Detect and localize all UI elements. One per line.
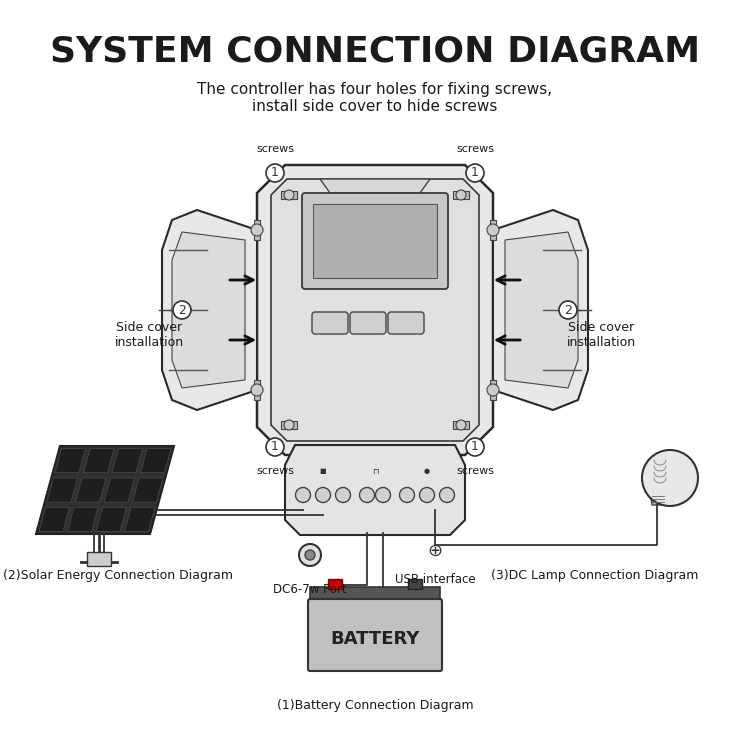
Circle shape	[299, 544, 321, 566]
Bar	[453, 421, 469, 429]
Circle shape	[376, 488, 391, 502]
Circle shape	[440, 488, 454, 502]
FancyBboxPatch shape	[302, 193, 448, 289]
Circle shape	[316, 488, 331, 502]
Polygon shape	[83, 448, 114, 472]
Circle shape	[251, 224, 263, 236]
Polygon shape	[124, 507, 155, 531]
Polygon shape	[650, 493, 664, 505]
FancyBboxPatch shape	[312, 312, 348, 334]
Circle shape	[642, 450, 698, 506]
Polygon shape	[320, 179, 430, 193]
Circle shape	[400, 488, 415, 502]
Text: 1: 1	[271, 166, 279, 179]
Circle shape	[359, 488, 374, 502]
Bar	[408, 579, 422, 589]
Bar	[313, 204, 437, 278]
Text: ●: ●	[424, 468, 430, 474]
Bar	[281, 421, 297, 429]
Polygon shape	[96, 507, 127, 531]
Polygon shape	[493, 210, 588, 410]
Polygon shape	[76, 478, 106, 502]
Circle shape	[266, 438, 284, 456]
Circle shape	[456, 420, 466, 430]
Circle shape	[487, 384, 499, 396]
Circle shape	[487, 224, 499, 236]
Bar	[254, 380, 260, 400]
Text: 2: 2	[564, 304, 572, 316]
Circle shape	[284, 420, 294, 430]
Text: DC6-7w Port: DC6-7w Port	[273, 583, 346, 596]
FancyBboxPatch shape	[350, 312, 386, 334]
Circle shape	[335, 488, 350, 502]
Text: Side cover
installation: Side cover installation	[566, 321, 635, 349]
Polygon shape	[285, 445, 465, 535]
Bar	[281, 191, 297, 199]
Bar	[328, 579, 342, 589]
Text: USB interface: USB interface	[394, 573, 476, 586]
Bar	[254, 220, 260, 240]
Text: ■: ■	[320, 468, 326, 474]
Circle shape	[466, 438, 484, 456]
Bar	[490, 380, 496, 400]
Circle shape	[284, 190, 294, 200]
Text: BATTERY: BATTERY	[330, 630, 420, 648]
Text: (2)Solar Energy Connection Diagram: (2)Solar Energy Connection Diagram	[3, 568, 233, 581]
Circle shape	[266, 164, 284, 182]
Polygon shape	[257, 165, 493, 455]
Text: screws: screws	[256, 144, 294, 154]
Circle shape	[251, 384, 263, 396]
Text: ⊓: ⊓	[372, 466, 378, 476]
Text: 1: 1	[471, 166, 479, 179]
Polygon shape	[55, 448, 86, 472]
FancyBboxPatch shape	[388, 312, 424, 334]
Text: Side cover
installation: Side cover installation	[115, 321, 184, 349]
Polygon shape	[104, 478, 134, 502]
Polygon shape	[505, 232, 578, 388]
Polygon shape	[162, 210, 257, 410]
Bar	[453, 191, 469, 199]
Polygon shape	[39, 507, 70, 531]
Bar	[310, 587, 440, 601]
FancyBboxPatch shape	[308, 599, 442, 671]
Text: ⊕: ⊕	[427, 542, 442, 560]
Text: 2: 2	[178, 304, 186, 316]
Text: The controller has four holes for fixing screws,
install side cover to hide scre: The controller has four holes for fixing…	[197, 82, 553, 114]
Circle shape	[466, 164, 484, 182]
Text: screws: screws	[456, 144, 494, 154]
Text: screws: screws	[256, 466, 294, 476]
Circle shape	[173, 301, 191, 319]
Text: screws: screws	[456, 466, 494, 476]
Circle shape	[305, 550, 315, 560]
Polygon shape	[172, 232, 245, 388]
Polygon shape	[47, 478, 77, 502]
Polygon shape	[271, 179, 479, 441]
Polygon shape	[68, 507, 98, 531]
Text: (1)Battery Connection Diagram: (1)Battery Connection Diagram	[277, 700, 473, 712]
Text: (3)DC Lamp Connection Diagram: (3)DC Lamp Connection Diagram	[491, 568, 699, 581]
Text: SYSTEM CONNECTION DIAGRAM: SYSTEM CONNECTION DIAGRAM	[50, 35, 700, 69]
Circle shape	[456, 190, 466, 200]
Bar	[87, 552, 111, 566]
Polygon shape	[133, 478, 163, 502]
Polygon shape	[112, 448, 142, 472]
Circle shape	[296, 488, 310, 502]
Polygon shape	[36, 446, 174, 534]
Text: 1: 1	[471, 440, 479, 454]
Circle shape	[419, 488, 434, 502]
Text: 1: 1	[271, 440, 279, 454]
Polygon shape	[140, 448, 171, 472]
Circle shape	[559, 301, 577, 319]
Bar	[490, 220, 496, 240]
